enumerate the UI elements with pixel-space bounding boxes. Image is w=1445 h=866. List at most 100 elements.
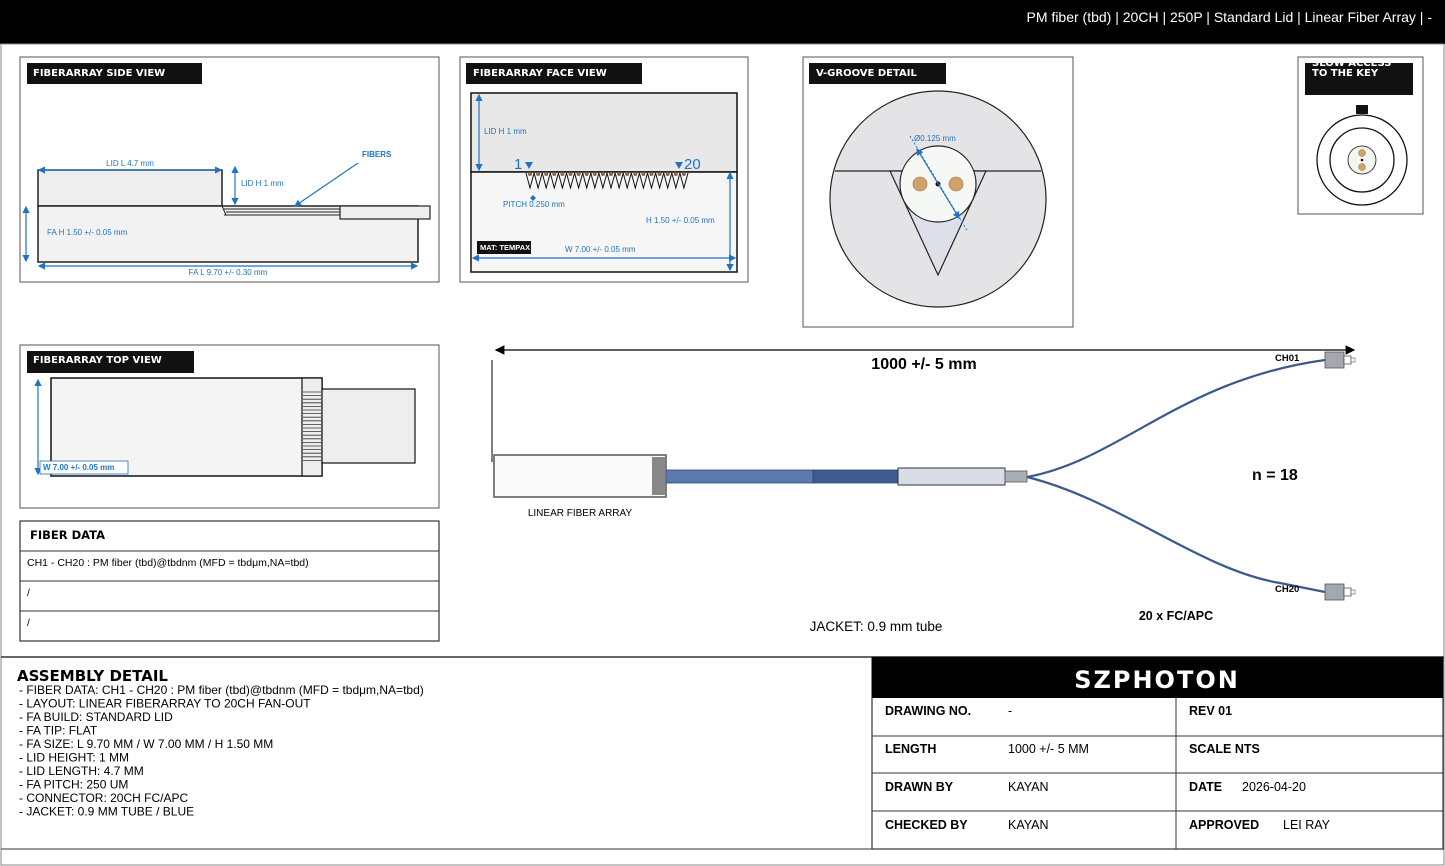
fiber-end: [552, 172, 557, 176]
fiber-end: [592, 172, 597, 176]
scale-label: SCALE NTS: [1189, 742, 1260, 756]
diameter-dim: Ø0.125 mm: [914, 134, 956, 143]
key-title-line2: TO THE KEY: [1312, 68, 1379, 79]
fiber-end: [528, 172, 532, 176]
fiber-end: [641, 172, 646, 176]
jacket-label: JACKET: 0.9 mm tube: [810, 619, 943, 634]
fiber-end: [681, 172, 686, 176]
header-bar: PM fiber (tbd) | 20CH | 250P | Standard …: [0, 0, 1445, 44]
title-block: SZPHOTON DRAWING NO. - REV 01 LENGTH 100…: [1, 656, 1444, 850]
approved-value: LEI RAY: [1283, 818, 1331, 832]
v-groove: [525, 172, 535, 190]
connector-label: 20 x FC/APC: [1139, 609, 1213, 623]
ch01-label: CH01: [1275, 353, 1300, 364]
stress-rod: [948, 176, 964, 192]
v-groove: [590, 172, 600, 190]
face-view-title: FIBERARRAY FACE VIEW: [473, 68, 607, 79]
fiber-end: [649, 172, 654, 176]
v-groove: [671, 172, 681, 190]
top-view-panel: FIBERARRAY TOP VIEW W 7.00 +/- 0.05 mm: [19, 344, 440, 509]
fiber-data-title: FIBER DATA: [30, 528, 105, 542]
total-length-dim: 1000 +/- 5 mm: [871, 356, 976, 373]
stress-rod: [912, 176, 928, 192]
jacket-tube: [665, 469, 814, 484]
fibers-label: FIBERS: [362, 150, 392, 159]
lid-length-dim: LID L 4.7 mm: [106, 159, 154, 168]
v-groove: [549, 172, 559, 190]
fiber-ch01: [1026, 358, 1326, 479]
company-logo: SZPHOTON: [1074, 666, 1240, 694]
vgroove-panel: V-GROOVE DETAIL Ø0.125 mm: [802, 56, 1074, 328]
date-label: DATE: [1189, 780, 1222, 794]
fiber-data-row: /: [27, 587, 30, 599]
fiber-ferrule: [339, 205, 431, 220]
assembly-detail-item: - JACKET: 0.9 MM TUBE / BLUE: [19, 805, 194, 819]
rev-label: REV 01: [1189, 704, 1232, 718]
assembly-detail-item: - FIBER DATA: CH1 - CH20 : PM fiber (tbd…: [19, 683, 424, 697]
fc-apc-connector-ch20: [1324, 583, 1356, 601]
fiber-end: [657, 172, 662, 176]
key-title-line1: SLOW ACCESS: [1312, 58, 1391, 69]
v-groove: [557, 172, 567, 190]
assembly-detail-title: ASSEMBLY DETAIL: [17, 667, 168, 685]
assembly-detail-item: - LAYOUT: LINEAR FIBERARRAY TO 20CH FAN-…: [19, 697, 311, 711]
pitch-dim: PITCH 0.250 mm: [503, 200, 565, 209]
checked-by-value: KAYAN: [1008, 818, 1049, 832]
drawn-by-label: DRAWN BY: [885, 780, 954, 794]
checked-by-label: CHECKED BY: [885, 818, 968, 832]
fiber-end: [568, 172, 573, 176]
lid: [37, 169, 223, 207]
assembly-detail-item: - CONNECTOR: 20CH FC/APC: [19, 791, 188, 805]
fiber-comb: [303, 391, 321, 461]
face-lid-height-dim: LID H 1 mm: [484, 127, 527, 136]
fiber-end: [665, 172, 670, 176]
top-view-title: FIBERARRAY TOP VIEW: [33, 355, 162, 366]
face-height-dim: H 1.50 +/- 0.05 mm: [646, 216, 715, 225]
drawing-no-label: DRAWING NO.: [885, 704, 971, 718]
drawing-no-value: -: [1008, 704, 1012, 718]
assembly-detail-item: - FA SIZE: L 9.70 MM / W 7.00 MM / H 1.5…: [19, 737, 273, 751]
key-icon: [1356, 105, 1368, 114]
fc-apc-connector-ch01: [1324, 351, 1356, 369]
header-title: PM fiber (tbd) | 20CH | 250P | Standard …: [1027, 9, 1433, 25]
ch20-label: CH20: [1275, 584, 1299, 595]
top-width-dim: W 7.00 +/- 0.05 mm: [43, 463, 114, 472]
assembly-detail-item: - LID LENGTH: 4.7 MM: [19, 764, 144, 778]
length-value: 1000 +/- 5 MM: [1008, 742, 1089, 756]
vgroove-title: V-GROOVE DETAIL: [816, 68, 917, 79]
face-width-dim: W 7.00 +/- 0.05 mm: [565, 245, 636, 254]
v-groove: [622, 172, 632, 190]
v-groove: [655, 172, 665, 190]
fiber-end: [617, 172, 622, 176]
v-groove: [582, 172, 592, 190]
channel-20-label: 20: [684, 156, 701, 173]
fiber-end: [584, 172, 589, 176]
fiber-end: [560, 172, 565, 176]
fiber-end: [625, 172, 630, 176]
fiber-end: [673, 172, 678, 176]
v-groove: [647, 172, 657, 190]
length-label: LENGTH: [885, 742, 936, 756]
lid-height-dim: LID H 1 mm: [241, 179, 284, 188]
v-groove: [679, 172, 689, 190]
assembly-detail-item: - FA BUILD: STANDARD LID: [19, 710, 173, 724]
fiber-end: [536, 172, 541, 176]
fiber-end: [609, 172, 613, 176]
fanout-boot: [897, 467, 1006, 486]
fiber-data-row: /: [27, 617, 30, 629]
side-view-title: FIBERARRAY SIDE VIEW: [33, 68, 165, 79]
channel-1-label: 1: [514, 156, 522, 173]
fa-height-dim: FA H 1.50 +/- 0.05 mm: [47, 228, 128, 237]
fiber-data-row: CH1 - CH20 : PM fiber (tbd)@tbdnm (MFD =…: [27, 557, 309, 569]
fiber-count: n = 18: [1252, 467, 1298, 484]
assembly-detail-item: - FA PITCH: 250 UM: [19, 778, 128, 792]
key-panel: SLOW ACCESS TO THE KEY: [1297, 56, 1424, 215]
v-groove: [598, 172, 608, 190]
v-groove: [606, 172, 616, 190]
v-groove: [638, 172, 648, 190]
fa-length-dim: FA L 9.70 +/- 0.30 mm: [189, 268, 268, 277]
side-view-panel: FIBERARRAY SIDE VIEW LID L 4.7 mm LID H …: [19, 56, 440, 283]
v-groove: [574, 172, 584, 190]
linear-fiber-array: [493, 454, 667, 498]
